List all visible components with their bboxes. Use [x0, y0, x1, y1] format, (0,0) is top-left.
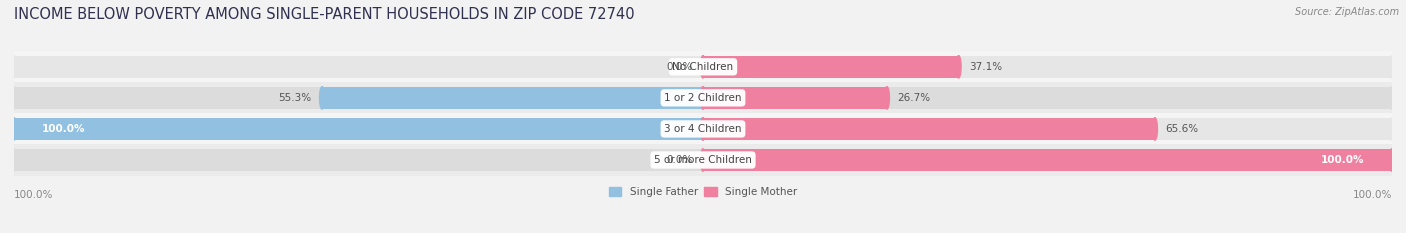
- Circle shape: [11, 149, 17, 171]
- Text: 100.0%: 100.0%: [1353, 190, 1392, 200]
- Bar: [14, 87, 1392, 109]
- Circle shape: [1153, 118, 1157, 140]
- Text: 1 or 2 Children: 1 or 2 Children: [664, 93, 742, 103]
- Circle shape: [700, 118, 706, 140]
- Bar: [322, 87, 703, 109]
- Text: 100.0%: 100.0%: [42, 124, 86, 134]
- Text: INCOME BELOW POVERTY AMONG SINGLE-PARENT HOUSEHOLDS IN ZIP CODE 72740: INCOME BELOW POVERTY AMONG SINGLE-PARENT…: [14, 7, 634, 22]
- Circle shape: [319, 87, 325, 109]
- Circle shape: [11, 56, 17, 78]
- Bar: [703, 149, 1392, 171]
- Circle shape: [1389, 149, 1395, 171]
- Circle shape: [1389, 149, 1395, 171]
- Circle shape: [11, 118, 17, 140]
- Bar: [14, 113, 1392, 144]
- Circle shape: [1389, 87, 1395, 109]
- Bar: [14, 56, 1392, 78]
- Circle shape: [700, 118, 706, 140]
- Circle shape: [700, 87, 706, 109]
- Circle shape: [884, 87, 890, 109]
- Bar: [14, 149, 1392, 171]
- Text: 26.7%: 26.7%: [897, 93, 931, 103]
- Bar: [703, 56, 959, 78]
- Bar: [703, 87, 887, 109]
- Text: Source: ZipAtlas.com: Source: ZipAtlas.com: [1295, 7, 1399, 17]
- Bar: [14, 56, 1392, 78]
- Circle shape: [1389, 118, 1395, 140]
- Circle shape: [700, 87, 706, 109]
- Text: 3 or 4 Children: 3 or 4 Children: [664, 124, 742, 134]
- Circle shape: [11, 118, 17, 140]
- Legend: Single Father, Single Mother: Single Father, Single Mother: [609, 187, 797, 197]
- Bar: [703, 118, 1154, 140]
- Bar: [14, 51, 1392, 82]
- Circle shape: [1389, 56, 1395, 78]
- Text: No Children: No Children: [672, 62, 734, 72]
- Bar: [14, 82, 1392, 113]
- Bar: [14, 118, 703, 140]
- Text: 0.0%: 0.0%: [666, 62, 693, 72]
- Text: 65.6%: 65.6%: [1166, 124, 1198, 134]
- Text: 37.1%: 37.1%: [969, 62, 1002, 72]
- Bar: [14, 118, 1392, 140]
- Text: 100.0%: 100.0%: [14, 190, 53, 200]
- Circle shape: [956, 56, 962, 78]
- Text: 5 or more Children: 5 or more Children: [654, 155, 752, 165]
- Bar: [14, 144, 1392, 175]
- Text: 55.3%: 55.3%: [278, 93, 312, 103]
- Bar: [14, 149, 1392, 171]
- Circle shape: [11, 87, 17, 109]
- Bar: [14, 87, 1392, 109]
- Circle shape: [700, 149, 706, 171]
- Circle shape: [700, 56, 706, 78]
- Text: 0.0%: 0.0%: [666, 155, 693, 165]
- Text: 100.0%: 100.0%: [1320, 155, 1364, 165]
- Bar: [14, 118, 1392, 140]
